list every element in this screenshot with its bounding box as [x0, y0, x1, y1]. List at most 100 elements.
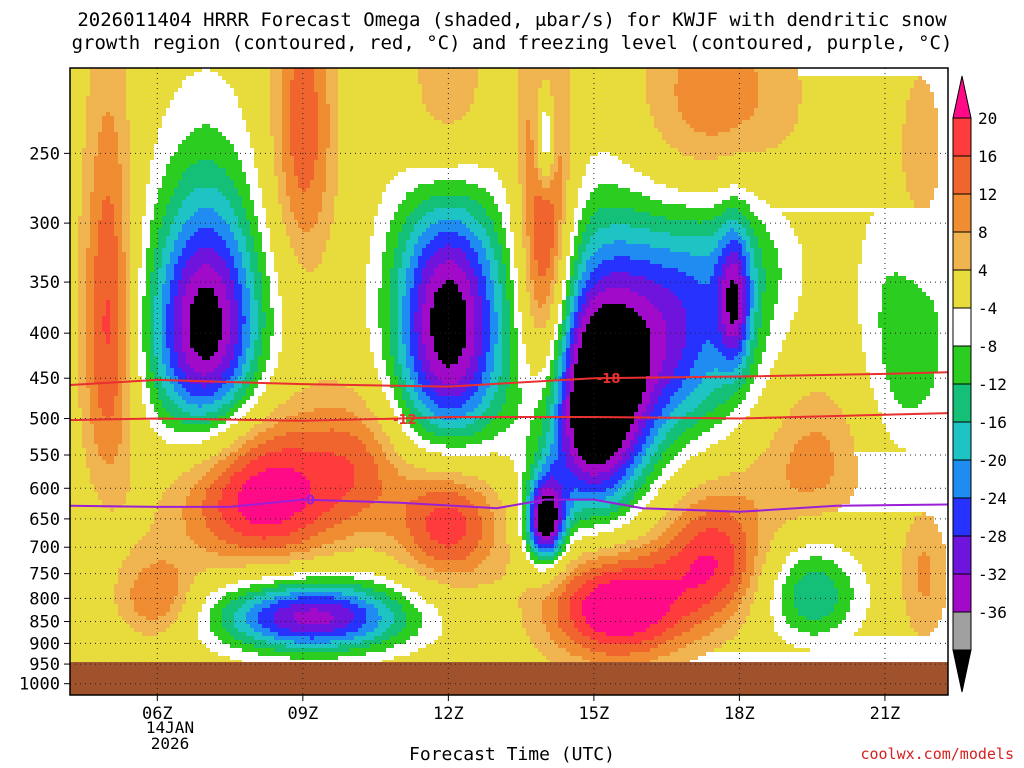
- omega-cell: [274, 372, 378, 376]
- omega-cell: [262, 348, 270, 352]
- omega-cell: [178, 212, 194, 216]
- omega-cell: [238, 100, 270, 104]
- omega-cell: [458, 508, 478, 512]
- omega-cell: [790, 412, 842, 416]
- omega-cell: [230, 252, 242, 256]
- omega-cell: [78, 312, 86, 316]
- omega-cell: [650, 108, 678, 112]
- omega-cell: [262, 304, 270, 308]
- omega-cell: [70, 544, 134, 548]
- omega-cell: [774, 432, 810, 436]
- omega-cell: [414, 248, 422, 252]
- omega-cell: [674, 92, 758, 96]
- omega-cell: [270, 104, 282, 108]
- omega-cell: [346, 536, 394, 540]
- omega-cell: [718, 308, 722, 312]
- omega-cell: [542, 496, 554, 500]
- omega-cell: [754, 460, 790, 464]
- omega-cell: [98, 384, 118, 388]
- omega-cell: [562, 344, 566, 348]
- omega-cell: [666, 404, 678, 408]
- omega-cell: [282, 332, 370, 336]
- omega-cell: [570, 112, 650, 116]
- omega-cell: [754, 320, 762, 324]
- omega-cell: [418, 496, 466, 500]
- omega-cell: [758, 288, 766, 292]
- omega-cell: [234, 356, 238, 360]
- omega-cell: [534, 144, 538, 148]
- omega-cell: [686, 588, 722, 592]
- omega-cell: [558, 236, 562, 240]
- omega-cell: [746, 264, 750, 268]
- omega-cell: [798, 112, 906, 116]
- omega-cell: [550, 132, 554, 136]
- omega-cell: [186, 288, 198, 292]
- omega-cell: [538, 504, 554, 508]
- omega-cell: [130, 124, 162, 128]
- omega-cell: [118, 368, 126, 372]
- omega-cell: [70, 484, 94, 488]
- omega-cell: [222, 280, 234, 284]
- omega-cell: [298, 180, 310, 184]
- omega-cell: [642, 460, 650, 464]
- omega-cell: [126, 72, 194, 76]
- omega-cell: [94, 172, 122, 176]
- omega-cell: [506, 276, 510, 280]
- omega-cell: [130, 152, 154, 156]
- omega-cell: [902, 124, 938, 128]
- omega-cell: [282, 520, 314, 524]
- omega-cell: [394, 556, 414, 560]
- omega-cell: [522, 512, 526, 516]
- omega-cell: [582, 208, 598, 212]
- omega-cell: [418, 352, 426, 356]
- omega-cell: [634, 480, 646, 484]
- omega-cell: [726, 332, 738, 336]
- omega-cell: [510, 324, 514, 328]
- omega-cell: [162, 248, 174, 252]
- omega-cell: [706, 340, 710, 344]
- omega-cell: [422, 88, 474, 92]
- omega-cell: [282, 220, 298, 224]
- omega-cell: [382, 272, 390, 276]
- omega-cell: [394, 356, 398, 360]
- omega-cell: [506, 564, 534, 568]
- omega-cell: [554, 228, 558, 232]
- omega-cell: [658, 432, 666, 436]
- omega-cell: [222, 324, 230, 328]
- omega-cell: [398, 328, 402, 332]
- omega-cell: [746, 552, 758, 556]
- omega-cell: [486, 388, 498, 392]
- omega-cell: [90, 192, 122, 196]
- omega-cell: [618, 560, 666, 564]
- omega-cell: [518, 284, 526, 288]
- omega-cell: [574, 264, 578, 268]
- omega-cell: [318, 516, 350, 520]
- omega-cell: [338, 164, 458, 168]
- omega-cell: [750, 372, 758, 376]
- omega-cell: [642, 448, 646, 452]
- omega-cell: [742, 296, 746, 300]
- omega-cell: [554, 548, 558, 552]
- omega-cell: [78, 276, 86, 280]
- omega-cell: [742, 236, 750, 240]
- omega-cell: [646, 504, 674, 508]
- omega-cell: [554, 552, 558, 556]
- omega-cell: [474, 96, 518, 100]
- omega-cell: [738, 232, 746, 236]
- omega-cell: [654, 496, 682, 500]
- omega-cell: [486, 500, 502, 504]
- omega-cell: [170, 364, 178, 368]
- omega-cell: [562, 520, 566, 524]
- omega-cell: [558, 392, 562, 396]
- omega-cell: [310, 496, 342, 500]
- omega-cell: [526, 436, 538, 440]
- omega-cell: [690, 372, 706, 376]
- omega-cell: [562, 444, 570, 448]
- omega-cell: [562, 232, 570, 236]
- omega-cell: [566, 204, 578, 208]
- omega-cell: [86, 276, 94, 280]
- omega-cell: [186, 496, 206, 500]
- omega-cell: [194, 232, 218, 236]
- omega-cell: [554, 112, 570, 116]
- omega-cell: [506, 200, 522, 204]
